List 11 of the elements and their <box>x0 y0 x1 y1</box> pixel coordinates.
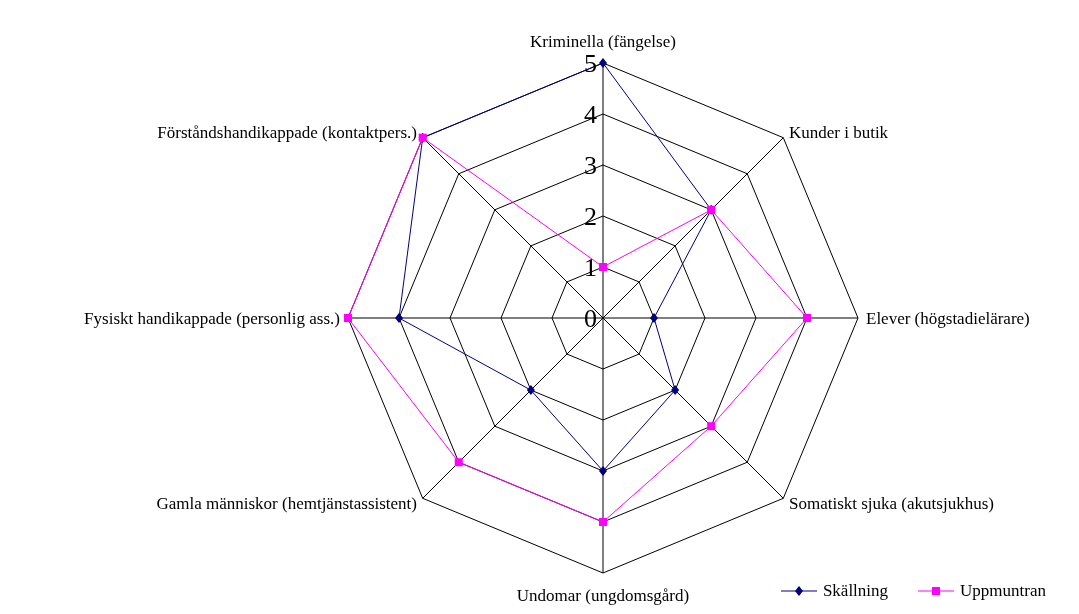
spoke-label: Undomar (ungdomsgård) <box>516 585 690 605</box>
spoke-label: Förståndshandikappade (kontaktpers.) <box>157 122 418 142</box>
spoke-label: Kriminella (fängelse) <box>530 31 676 51</box>
y-tick-label: 0 <box>584 303 597 333</box>
spoke-label: Gamla människor (hemtjänstassistent) <box>156 494 418 514</box>
legend-label: Uppmuntran <box>959 581 1046 601</box>
spoke-label: Fysiskt handikappade (personlig ass.) <box>84 308 340 328</box>
legend-label: Skällning <box>821 581 889 601</box>
spoke-label: Somatiskt sjuka (akutsjukhus) <box>788 494 994 514</box>
spoke-label: Elever (högstadielärare) <box>866 308 1030 328</box>
spoke-label: Kunder i butik <box>788 122 889 142</box>
